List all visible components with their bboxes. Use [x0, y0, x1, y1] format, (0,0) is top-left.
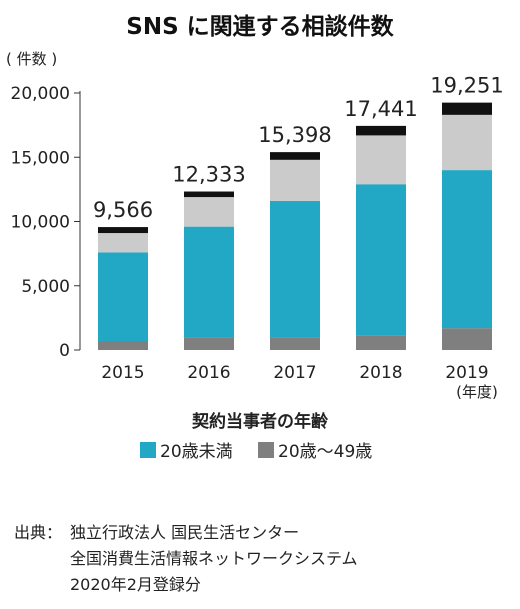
x-tick-label: 2015: [101, 363, 144, 383]
bar-segment: [98, 252, 148, 342]
bar-segment: [442, 170, 492, 329]
y-tick-label: 20,000: [11, 84, 70, 104]
x-axis: 2015 2016 2017 2018 2019: [101, 363, 488, 383]
bar-segment: [442, 114, 492, 171]
bar-segment: [356, 335, 406, 350]
y-tick-label: 10,000: [11, 213, 70, 233]
legend-swatch: [140, 442, 156, 458]
legend-label: 20歳～49歳: [278, 442, 372, 462]
bar-segment: [442, 328, 492, 350]
chart: SNS に関連する相談件数 ( 件数 ) 0 5,000 10,000 15,000 2…: [6, 13, 504, 462]
bar-segment: [442, 102, 492, 115]
bar-segment: [356, 184, 406, 336]
legend-title: 契約当事者の年齢: [191, 411, 329, 432]
bar-segment: [356, 135, 406, 185]
bar-total-label: 12,333: [172, 163, 245, 187]
bar-segment: [356, 125, 406, 136]
bar-segment: [270, 152, 320, 160]
legend-swatch: [258, 442, 274, 458]
source-label: 出典：: [14, 523, 63, 542]
legend-label: 20歳未満: [160, 442, 233, 462]
y-axis: 0 5,000 10,000 15,000 20,000: [11, 84, 81, 361]
bar-segment: [184, 197, 234, 227]
source-line: 独立行政法人 国民生活センター: [70, 523, 300, 542]
source-line: 全国消費生活情報ネットワークシステム: [70, 549, 358, 568]
bar-segment: [98, 233, 148, 253]
bar-total-label: 15,398: [258, 123, 331, 147]
source-note: 出典： 独立行政法人 国民生活センター 全国消費生活情報ネットワークシステム 2…: [14, 520, 358, 598]
bar-segment: [98, 341, 148, 350]
x-axis-unit: (年度): [456, 383, 498, 401]
bar-segment: [184, 226, 234, 338]
bar-segment: [270, 200, 320, 338]
bar-total-label: 19,251: [430, 74, 503, 98]
y-axis-unit: ( 件数 ): [6, 50, 57, 68]
chart-title: SNS に関連する相談件数: [126, 13, 394, 40]
y-tick-label: 5,000: [21, 277, 70, 297]
bar-total-label: 17,441: [344, 97, 417, 121]
source-line: 2020年2月登録分: [70, 575, 201, 594]
x-tick-label: 2017: [273, 363, 316, 383]
x-tick-label: 2016: [187, 363, 230, 383]
y-tick-label: 0: [59, 341, 70, 361]
x-tick-label: 2019: [445, 363, 488, 383]
bar-segment: [184, 337, 234, 350]
y-tick-label: 15,000: [11, 148, 70, 168]
bar-segment: [270, 337, 320, 350]
bar-segment: [270, 159, 320, 201]
x-tick-label: 2018: [359, 363, 402, 383]
bars: 9,566 12,333 15,398 17,441 19,251: [93, 74, 504, 350]
bar-segment: [184, 191, 234, 198]
bar-total-label: 9,566: [93, 198, 153, 222]
bar-segment: [98, 227, 148, 234]
